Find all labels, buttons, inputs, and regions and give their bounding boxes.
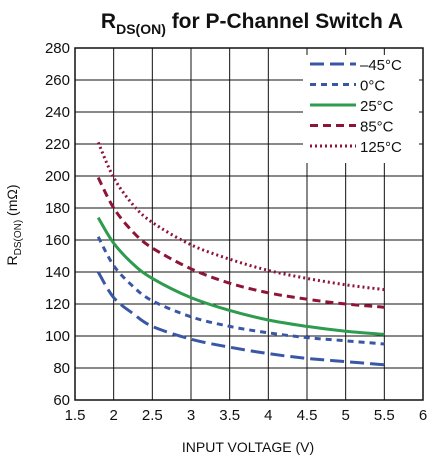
chart-title: RDS(ON) for P-Channel Switch A	[101, 10, 403, 37]
y-axis-label-rest: (mΩ)	[4, 184, 20, 219]
x-tick-label: 2	[109, 407, 117, 424]
y-tick-label: 200	[45, 168, 70, 185]
legend-box	[303, 55, 419, 163]
legend-label: 85°C	[360, 119, 394, 136]
series-line	[96, 216, 385, 336]
y-tick-label: 140	[45, 264, 70, 281]
x-tick-label: 1.5	[65, 407, 86, 424]
y-tick-label: 60	[53, 392, 70, 409]
x-tick-label: 6	[419, 407, 427, 424]
y-tick-label: 220	[45, 136, 70, 153]
y-tick-label: 240	[45, 104, 70, 121]
legend-label: 25°C	[360, 98, 394, 115]
x-tick-label: 4	[264, 407, 272, 424]
y-tick-label: 260	[45, 72, 70, 89]
x-tick-label: 3.5	[219, 407, 240, 424]
x-tick-label: 4.5	[297, 407, 318, 424]
x-tick-label: 3	[187, 407, 195, 424]
series-line	[96, 141, 385, 292]
series-line	[96, 236, 385, 346]
y-axis-label-base: R	[4, 255, 20, 265]
y-axis-label: RDS(ON) (mΩ)	[4, 184, 24, 265]
chart-title-rest: for P-Channel Switch A	[166, 10, 403, 33]
series-line	[96, 271, 385, 367]
chart-title-subscript: DS(ON)	[116, 21, 166, 37]
y-tick-label: 120	[45, 296, 70, 313]
y-tick-label: 80	[53, 360, 70, 377]
y-tick-label: 100	[45, 328, 70, 345]
legend: –45°C 0°C 25°C 85°C 125°C	[303, 55, 419, 163]
x-tick-label: 5	[341, 407, 349, 424]
x-axis-label: INPUT VOLTAGE (V)	[182, 439, 314, 455]
y-tick-label: 280	[45, 40, 70, 57]
y-tick-label: 160	[45, 232, 70, 249]
y-axis-label-subscript: DS(ON)	[13, 220, 24, 256]
legend-label: 0°C	[360, 78, 385, 95]
legend-label: –45°C	[360, 57, 402, 74]
x-tick-label: 2.5	[142, 407, 163, 424]
series-lines	[96, 141, 385, 367]
y-tick-labels: 60 80 100 120 140 160 180 200 220 240 260 280	[45, 40, 70, 409]
legend-label: 125°C	[360, 139, 402, 156]
x-tick-label: 5.5	[374, 407, 395, 424]
y-tick-label: 180	[45, 200, 70, 217]
series-line	[96, 176, 385, 309]
x-tick-labels: 1.5 2 2.5 3 3.5 4 4.5 5 5.5 6	[65, 407, 428, 424]
chart-title-base: R	[101, 10, 116, 33]
plot-frame	[74, 47, 424, 401]
